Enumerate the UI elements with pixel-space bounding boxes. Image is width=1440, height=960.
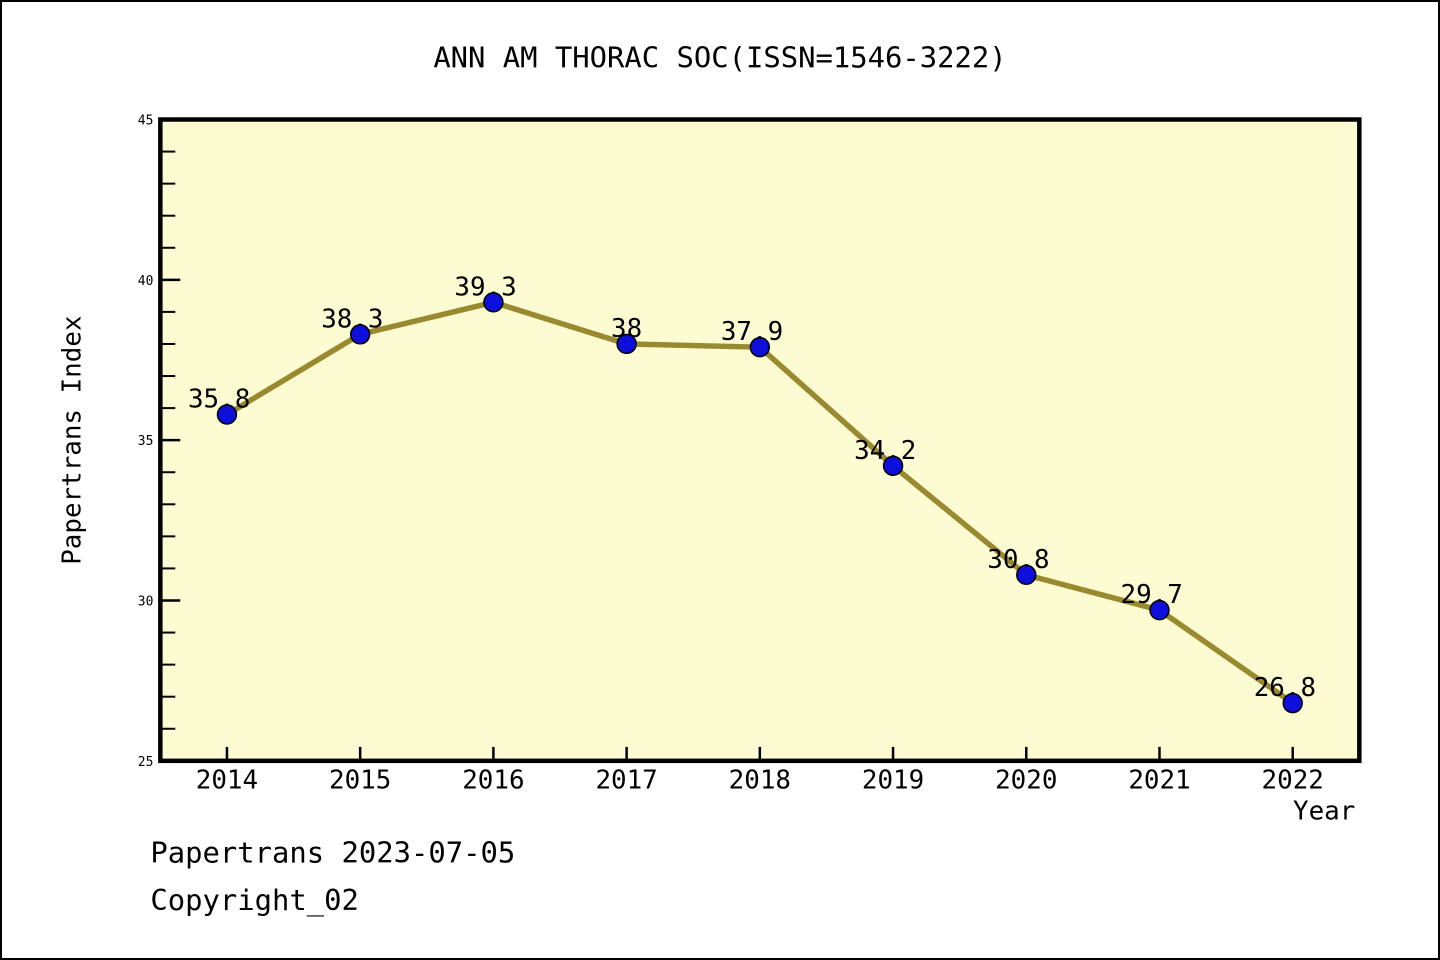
x-tick-label: 2018 <box>729 766 791 796</box>
y-axis-title: Papertrans Index <box>58 316 88 565</box>
data-point-marker <box>1016 564 1037 586</box>
plot-frame <box>158 117 1362 764</box>
y-tick-label: 40 <box>138 274 154 289</box>
data-point-marker <box>882 455 904 477</box>
x-axis-title: Year <box>1293 797 1355 827</box>
y-tick-label: 35 <box>138 434 154 449</box>
x-tick-label: 2021 <box>1128 766 1190 796</box>
y-tick-label: 45 <box>138 113 154 128</box>
data-point-marker <box>483 292 504 313</box>
axis-ticks: 25 30 35 40 45 2014 2015 2016 2017 2018 2019 2020 20… <box>138 113 1324 795</box>
x-tick-label: 2017 <box>595 766 657 796</box>
data-point-marker <box>616 333 637 355</box>
data-point-marker <box>349 324 371 345</box>
x-tick-label: 2014 <box>196 766 258 796</box>
data-point-marker <box>216 404 238 425</box>
data-point-marker <box>749 336 771 358</box>
x-tick-label: 2016 <box>462 766 524 796</box>
y-tick-label: 30 <box>138 594 154 609</box>
y-tick-label: 25 <box>138 755 154 770</box>
x-tick-label: 2020 <box>995 766 1057 796</box>
footer-date: Papertrans 2023-07-05 <box>150 835 515 869</box>
data-point-marker <box>1149 599 1170 621</box>
x-tick-label: 2019 <box>862 766 924 796</box>
footer-copyright: Copyright_02 <box>150 883 359 918</box>
x-tick-label: 2022 <box>1262 766 1324 796</box>
chart-title: ANN AM THORAC SOC(ISSN=1546-3222) <box>433 41 1006 75</box>
plot-area <box>160 119 1360 761</box>
data-point-marker <box>1282 692 1303 714</box>
data-labels: 35.838.339.338 37.934.230.829.726.8 <box>188 272 1316 714</box>
x-tick-label: 2015 <box>329 766 391 796</box>
